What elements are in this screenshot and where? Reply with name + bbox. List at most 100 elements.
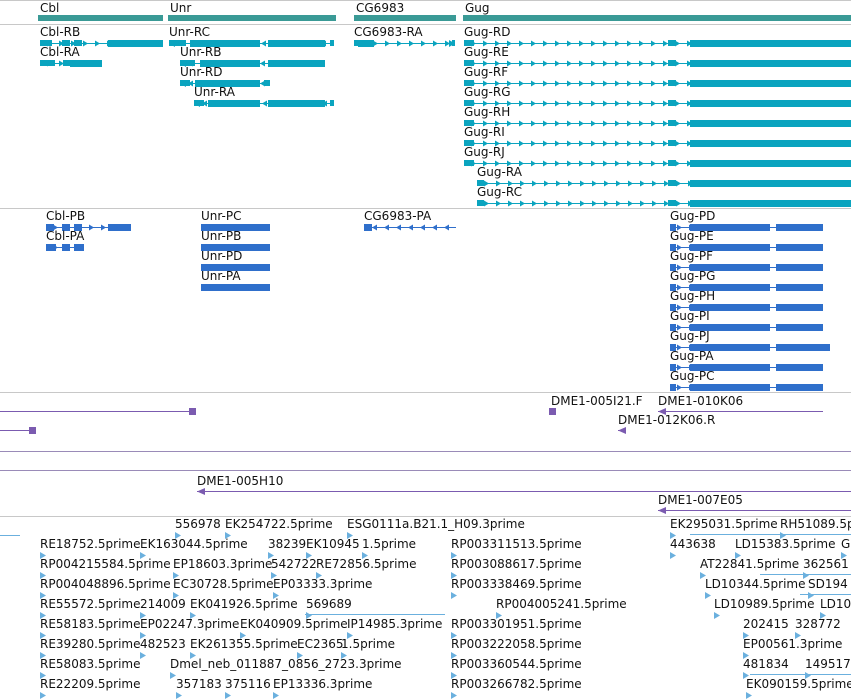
transcript-label-gug-ph[interactable]: Gug-PH (670, 289, 716, 303)
transcript-label-unr-rc[interactable]: Unr-RC (169, 25, 211, 39)
est-label[interactable]: RP003311513.5prime (451, 537, 582, 551)
transcript-label-gug-rf[interactable]: Gug-RF (464, 65, 509, 79)
est-label[interactable]: EK254722.5prime (225, 517, 333, 531)
est-label[interactable]: RP003338469.5prime (451, 577, 582, 591)
est-label[interactable]: EK163044.5prime (140, 537, 248, 551)
est-label[interactable]: 542722 (271, 557, 317, 571)
est-label[interactable]: AT22841.5prime (700, 557, 800, 571)
est-label[interactable]: RP004215584.5prime (40, 557, 171, 571)
est-label[interactable]: 38239 (268, 537, 307, 551)
clone-label[interactable]: DME1-007E05 (658, 493, 743, 507)
est-label[interactable]: 556978 (175, 517, 221, 531)
est-label[interactable]: 1.5prime (362, 537, 417, 551)
transcript-label-gug-rh[interactable]: Gug-RH (464, 105, 511, 119)
transcript-label-unr-rd[interactable]: Unr-RD (180, 65, 223, 79)
est-label[interactable]: LD10 (820, 597, 851, 611)
transcript-label-gug-pd[interactable]: Gug-PD (670, 209, 716, 223)
est-label[interactable]: RE18752.5prime (40, 537, 141, 551)
est-label[interactable]: EK040909.5prime (240, 617, 348, 631)
est-label[interactable]: EP00561.3prime (743, 637, 843, 651)
transcript-label-cbl-ra[interactable]: Cbl-RA (40, 45, 80, 59)
transcript-label-unr-ra[interactable]: Unr-RA (194, 85, 235, 99)
est-label[interactable]: EP02247.3prime (140, 617, 240, 631)
est-label[interactable]: EK090159.5prime (746, 677, 851, 691)
transcript-label-gug-pe[interactable]: Gug-PE (670, 229, 714, 243)
transcript-label-gug-rj[interactable]: Gug-RJ (464, 145, 505, 159)
transcript-label-cbl-pa[interactable]: Cbl-PA (46, 229, 85, 243)
est-label[interactable]: RE22209.5prime (40, 677, 141, 691)
transcript-label-gug-pf[interactable]: Gug-PF (670, 249, 713, 263)
est-label[interactable]: 357183 (176, 677, 222, 691)
est-label[interactable]: EK041926.5prime (190, 597, 298, 611)
est-label[interactable]: RE39280.5prime (40, 637, 141, 651)
est-label[interactable]: 569689 (306, 597, 352, 611)
transcript-label-cbl-rb[interactable]: Cbl-RB (40, 25, 81, 39)
est-label[interactable]: SD194 (808, 577, 848, 591)
transcript-label-gug-ri[interactable]: Gug-RI (464, 125, 505, 139)
est-label[interactable]: 1.5prime (341, 637, 396, 651)
est-label[interactable]: RP003360544.5prime (451, 657, 582, 671)
gene-label-gug[interactable]: Gug (465, 1, 490, 15)
est-label[interactable]: RH51089.5p (780, 517, 851, 531)
clone-label[interactable]: DME1-005I21.F (551, 394, 643, 408)
transcript-label-gug-rc[interactable]: Gug-RC (477, 185, 522, 199)
transcript-label-gug-pa[interactable]: Gug-PA (670, 349, 714, 363)
transcript-label-gug-pi[interactable]: Gug-PI (670, 309, 710, 323)
transcript-label-gug-rd[interactable]: Gug-RD (464, 25, 511, 39)
est-label[interactable]: 149517 (805, 657, 851, 671)
transcript-label-gug-re[interactable]: Gug-RE (464, 45, 509, 59)
est-label[interactable]: 362561 (803, 557, 849, 571)
est-label[interactable]: RP003266782.5prime (451, 677, 582, 691)
est-label[interactable]: LD10989.5prime (714, 597, 815, 611)
clone-label[interactable]: DME1-012K06.R (618, 413, 716, 427)
transcript-label-cg6983-pa[interactable]: CG6983-PA (364, 209, 432, 223)
est-label[interactable]: RP003301951.5prime (451, 617, 582, 631)
est-label[interactable]: Dmel_neb_011887_0856_2723.3prime (170, 657, 402, 671)
est-label[interactable]: EC30728.5prime (173, 577, 274, 591)
est-label[interactable]: RP004048896.5prime (40, 577, 171, 591)
est-label[interactable]: LD15383.5prime (735, 537, 836, 551)
est-label[interactable]: RE55572.5prime (40, 597, 141, 611)
est-label[interactable]: EK261355.5prime (190, 637, 298, 651)
est-label[interactable]: 481834 (743, 657, 789, 671)
est-label[interactable]: EK10945 (306, 537, 360, 551)
est-label[interactable]: RP003222058.5prime (451, 637, 582, 651)
est-label[interactable]: 375116 (225, 677, 271, 691)
clone-label[interactable]: DME1-010K06 (658, 394, 744, 408)
est-label[interactable]: IP14985.3prime (347, 617, 443, 631)
est-label[interactable]: 202415 (743, 617, 789, 631)
transcript-label-gug-pc[interactable]: Gug-PC (670, 369, 715, 383)
est-label[interactable]: LD10344.5prime (705, 577, 806, 591)
est-label[interactable]: RE72856.5prime (316, 557, 417, 571)
transcript-label-unr-rb[interactable]: Unr-RB (180, 45, 222, 59)
est-label[interactable]: EP03333.3prime (273, 577, 373, 591)
est-label[interactable]: RP003088617.5prime (451, 557, 582, 571)
transcript-label-unr-pa[interactable]: Unr-PA (201, 269, 241, 283)
est-label[interactable]: G (841, 537, 851, 551)
est-label[interactable]: ESG0111a.B21.1_H09.3prime (347, 517, 525, 531)
est-label[interactable]: 443638 (670, 537, 716, 551)
clone-label[interactable]: DME1-005H10 (197, 474, 284, 488)
transcript-label-cbl-pb[interactable]: Cbl-PB (46, 209, 86, 223)
transcript-label-gug-pg[interactable]: Gug-PG (670, 269, 716, 283)
est-label[interactable]: EC2365 (297, 637, 344, 651)
gene-label-cg6983[interactable]: CG6983 (356, 1, 405, 15)
transcript-label-unr-pb[interactable]: Unr-PB (201, 229, 242, 243)
transcript-label-unr-pd[interactable]: Unr-PD (201, 249, 243, 263)
est-label[interactable]: RP004005241.5prime (496, 597, 627, 611)
est-label[interactable]: 328772 (795, 617, 841, 631)
gene-label-cbl[interactable]: Cbl (40, 1, 60, 15)
transcript-label-cg6983-ra[interactable]: CG6983-RA (354, 25, 423, 39)
est-label[interactable]: EK295031.5prime (670, 517, 778, 531)
transcript-label-gug-ra[interactable]: Gug-RA (477, 165, 522, 179)
transcript-label-gug-pj[interactable]: Gug-PJ (670, 329, 710, 343)
transcript-label-unr-pc[interactable]: Unr-PC (201, 209, 242, 223)
est-label[interactable]: 482523 (140, 637, 186, 651)
est-label[interactable]: EP18603.3prime (173, 557, 273, 571)
est-label[interactable]: 214009 (140, 597, 186, 611)
transcript-label-gug-rg[interactable]: Gug-RG (464, 85, 511, 99)
est-label[interactable]: RE58083.5prime (40, 657, 141, 671)
gene-label-unr[interactable]: Unr (170, 1, 192, 15)
est-label[interactable]: EP13336.3prime (273, 677, 373, 691)
